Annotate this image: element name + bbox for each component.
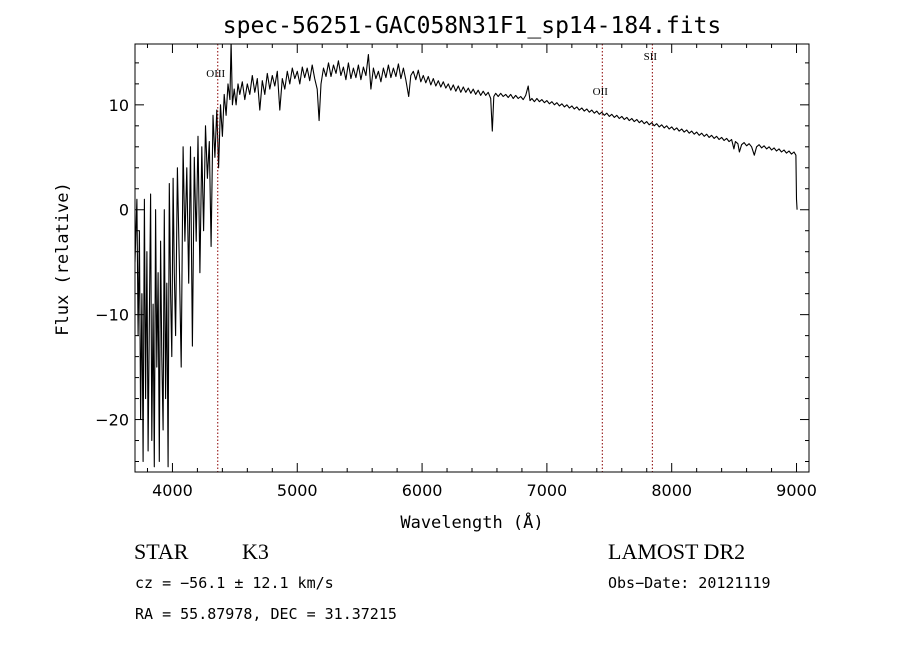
x-tick-label: 5000 [277,481,318,500]
y-tick-label: −10 [95,306,129,325]
y-axis-label: Flux (relative) [53,182,73,336]
chart-title: spec-56251-GAC058N31F1_sp14-184.fits [223,13,722,39]
y-tick-label: 10 [109,96,129,115]
plot-area [135,44,798,468]
coordinates: RA = 55.87978, DEC = 31.37215 [135,605,397,623]
spectrum-series-line [135,44,798,468]
object-subclass: K3 [242,539,269,564]
axes: 4000 5000 6000 7000 8000 9000 −20 −10 0 10 [95,43,817,500]
survey-name: LAMOST DR2 [608,539,745,564]
x-axis-label: Wavelength (Å) [400,511,543,533]
x-tick-label: 9000 [776,481,817,500]
x-tick-label: 6000 [402,481,443,500]
x-tick-label: 8000 [651,481,692,500]
x-tick-label: 4000 [152,481,193,500]
y-tick-label: 0 [119,201,129,220]
emission-line-label: OII [593,86,609,98]
y-tick-label: −20 [95,411,129,430]
plot-frame [134,43,810,473]
redshift-info: cz = −56.1 ± 12.1 km/s [135,574,334,592]
emission-line-label: SII [644,51,658,63]
emission-line-label: OIII [206,68,225,80]
x-tick-label: 7000 [527,481,568,500]
observation-date: Obs−Date: 20121119 [608,574,771,592]
object-type: STAR [134,539,189,564]
emission-line-markers: OIII OII SII [206,44,657,472]
